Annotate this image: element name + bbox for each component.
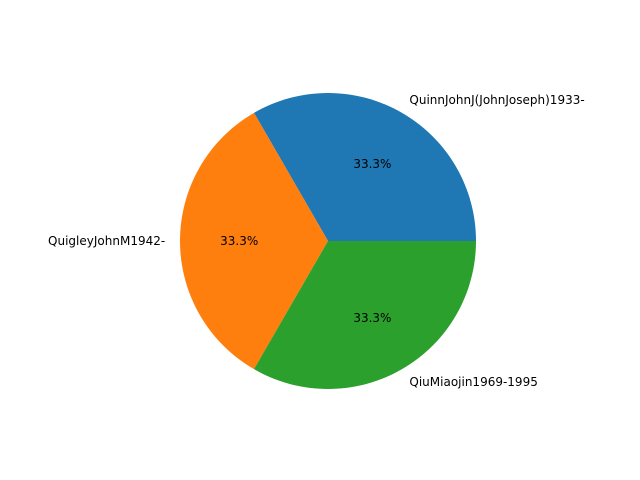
pie-slice-2-category-label: QuigleyJohnM1942- [48,234,165,248]
pie-slices [179,93,476,389]
pie-slice-1-category-label: QuinnJohnJ(JohnJoseph)1933- [409,93,584,107]
pie-labels: 33.3% QuinnJohnJ(JohnJoseph)1933- 33.3% Qui… [48,93,585,389]
pie-slice-1-percent-label: 33.3% [353,157,391,171]
pie-slice-1 [254,93,476,242]
pie-slice-3-percent-label: 33.3% [353,311,391,325]
pie-slice-3 [254,241,476,389]
pie-slice-3-category-label: QiuMiaojin1969-1995 [409,375,537,389]
pie-slice-2-percent-label: 33.3% [220,234,258,248]
